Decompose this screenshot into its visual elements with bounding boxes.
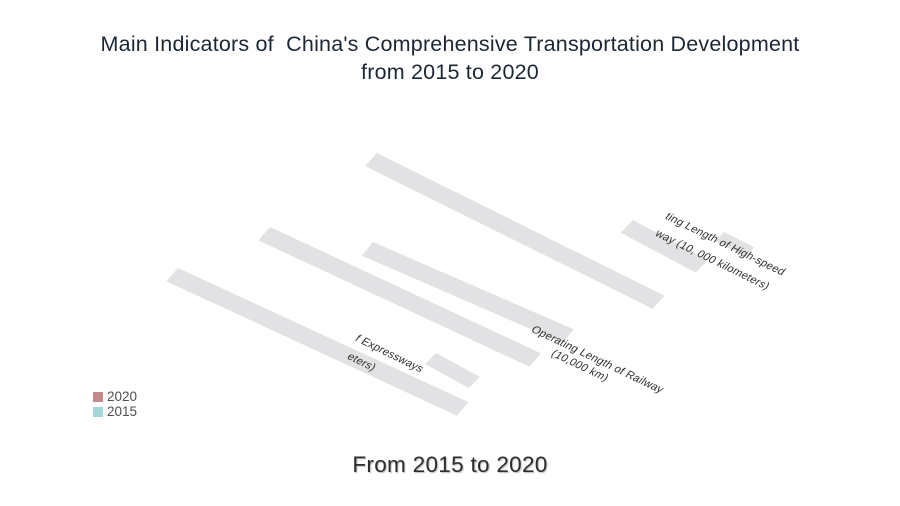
legend: 2020 2015 <box>93 390 137 420</box>
legend-swatch-2015 <box>93 407 103 417</box>
chart-title-line1: Main Indicators of China's Comprehensive… <box>100 32 800 56</box>
legend-item-2015: 2015 <box>93 405 137 419</box>
chart-title-line2: from 2015 to 2020 <box>361 60 539 84</box>
chart-bar-top-long <box>365 153 665 309</box>
legend-item-2020: 2020 <box>93 390 137 404</box>
bottom-caption: From 2015 to 2020 <box>352 452 548 477</box>
category-label-railway-line1: Operating Length of Railway <box>528 324 667 396</box>
legend-label-2020: 2020 <box>107 389 138 404</box>
legend-swatch-2020 <box>93 392 103 402</box>
legend-label-2015: 2015 <box>107 404 138 419</box>
chart-bar-center-small <box>425 353 480 389</box>
chart-bar-left-long <box>166 268 469 416</box>
